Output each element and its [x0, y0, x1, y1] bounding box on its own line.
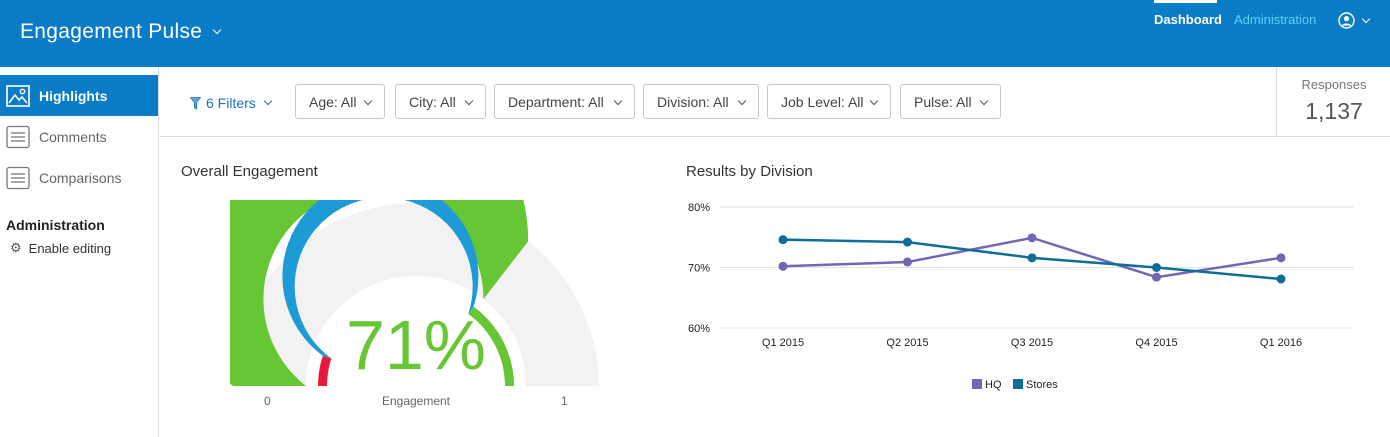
- data-point-stores[interactable]: [1152, 263, 1161, 272]
- responses-count: 1,137: [1305, 98, 1363, 124]
- nav-administration[interactable]: Administration: [1234, 12, 1317, 27]
- x-tick-label: Q2 2015: [886, 337, 928, 349]
- filter-pulse[interactable]: Pulse: All: [900, 84, 1001, 119]
- nav-dashboard[interactable]: Dashboard: [1154, 12, 1222, 27]
- sidebar-item-label: Comments: [39, 128, 107, 145]
- filter-label: Job Level: All: [781, 93, 864, 110]
- data-point-stores[interactable]: [1027, 253, 1037, 263]
- line-chart-title: Results by Division: [686, 163, 813, 180]
- filter-label: Age: All: [309, 93, 357, 110]
- filters-count-label: 6 Filters: [206, 95, 256, 111]
- chevron-down-icon: [869, 96, 879, 106]
- data-point-stores[interactable]: [903, 237, 912, 247]
- filter-label: Pulse: All: [914, 93, 972, 110]
- image-icon: [6, 84, 30, 108]
- funnel-icon: [190, 96, 201, 110]
- y-tick-label: 80%: [688, 202, 710, 214]
- gauge-axis-label: Engagement: [381, 394, 451, 408]
- filter-city[interactable]: City: All: [395, 84, 486, 119]
- user-menu[interactable]: [1338, 12, 1371, 29]
- gauge-title: Overall Engagement: [181, 163, 318, 180]
- legend-label-stores[interactable]: Stores: [1026, 379, 1058, 391]
- list-icon: [6, 166, 30, 190]
- sidebar-item-highlights[interactable]: Highlights: [0, 75, 158, 116]
- filters-toggle[interactable]: 6 Filters: [190, 95, 273, 111]
- responses-label: Responses: [1301, 77, 1367, 92]
- gauge-min-label: 0: [264, 394, 271, 408]
- x-tick-label: Q1 2016: [1260, 337, 1302, 349]
- sidebar-item-label: Highlights: [39, 87, 108, 104]
- results-by-division-chart: 60% 70% 80% Q1 2015 Q2 2015 Q3 2015 Q4 2015 Q1 …: [688, 202, 1354, 391]
- sidebar-item-label: Comparisons: [39, 169, 122, 186]
- data-point-hq[interactable]: [1276, 253, 1286, 263]
- user-circle-icon: [1338, 12, 1355, 29]
- filter-division[interactable]: Division: All: [643, 84, 759, 119]
- gauge-max-label: 1: [561, 394, 568, 408]
- app-title-dropdown[interactable]: Engagement Pulse: [20, 20, 222, 44]
- legend-label-hq[interactable]: HQ: [985, 379, 1002, 391]
- chevron-down-icon: [737, 96, 747, 106]
- chevron-down-icon: [263, 96, 273, 106]
- filter-job-level[interactable]: Job Level: All: [767, 84, 891, 119]
- data-point-hq[interactable]: [778, 261, 788, 271]
- app-title: Engagement Pulse: [20, 20, 203, 43]
- x-tick-label: Q4 2015: [1135, 337, 1177, 349]
- chevron-down-icon: [613, 96, 623, 106]
- gauge-band-2: [468, 306, 514, 386]
- chevron-down-icon: [979, 96, 989, 106]
- filter-label: Department: All: [508, 93, 604, 110]
- list-icon: [6, 125, 30, 149]
- active-nav-indicator: [1154, 0, 1217, 3]
- legend-swatch-hq: [972, 379, 982, 389]
- gauge-value-arc: [230, 200, 529, 386]
- data-point-hq[interactable]: [1027, 233, 1037, 243]
- engagement-gauge: [230, 200, 599, 386]
- sidebar: Highlights Comments Comparisons Administ…: [0, 67, 159, 437]
- enable-editing-link[interactable]: ⚙ Enable editing: [10, 240, 111, 256]
- chevron-down-icon: [464, 96, 474, 106]
- data-point-hq[interactable]: [1152, 272, 1161, 282]
- y-tick-label: 70%: [688, 263, 710, 275]
- filter-label: Division: All: [657, 93, 729, 110]
- sidebar-admin-heading: Administration: [6, 217, 105, 233]
- filter-bar: 6 Filters Age: All City: All Department:…: [160, 67, 1390, 137]
- gear-icon: ⚙: [10, 240, 22, 255]
- legend-swatch-stores: [1013, 379, 1023, 389]
- sidebar-item-comparisons[interactable]: Comparisons: [0, 157, 158, 198]
- filter-label: City: All: [409, 93, 456, 110]
- responses-summary: Responses 1,137: [1276, 67, 1390, 137]
- gauge-value: 71%: [345, 306, 487, 384]
- filter-department[interactable]: Department: All: [494, 84, 635, 119]
- x-tick-label: Q3 2015: [1011, 337, 1053, 349]
- chevron-down-icon: [1361, 14, 1371, 23]
- data-point-stores[interactable]: [778, 235, 788, 245]
- sidebar-item-comments[interactable]: Comments: [0, 116, 158, 157]
- top-bar: Engagement Pulse Dashboard Administratio…: [0, 0, 1390, 67]
- gauge-band-0: [318, 355, 332, 386]
- chevron-down-icon: [213, 25, 222, 35]
- x-tick-label: Q1 2015: [762, 337, 804, 349]
- filter-age[interactable]: Age: All: [295, 84, 385, 119]
- y-tick-label: 60%: [688, 323, 710, 335]
- data-point-hq[interactable]: [903, 257, 912, 267]
- enable-editing-label: Enable editing: [28, 240, 112, 256]
- chevron-down-icon: [363, 96, 373, 106]
- data-point-stores[interactable]: [1276, 274, 1286, 284]
